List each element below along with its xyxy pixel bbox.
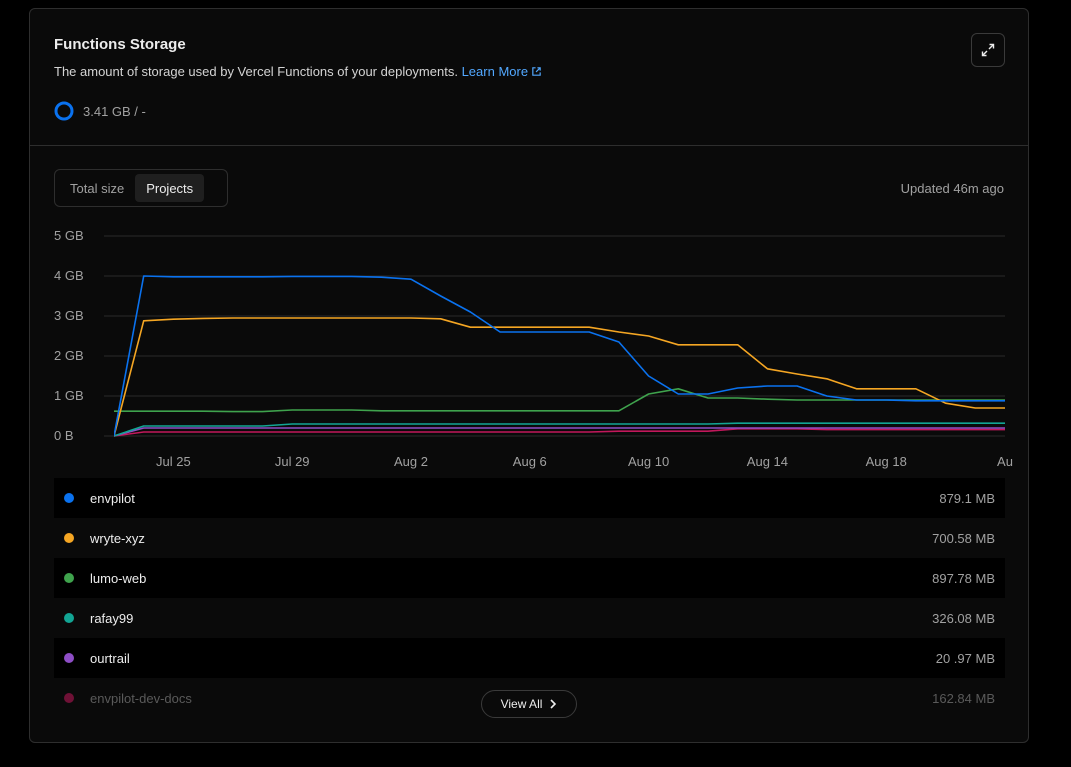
legend-row-wryte-xyz[interactable]: wryte-xyz 700.58 MB — [54, 518, 1005, 558]
x-tick-label: Aug 18 — [866, 454, 907, 469]
legend-row-envpilot[interactable]: envpilot 879.1 MB — [54, 478, 1005, 518]
updated-timestamp: Updated 46m ago — [900, 181, 1004, 196]
expand-button[interactable] — [971, 33, 1005, 67]
y-tick-label: 1 GB — [54, 388, 84, 403]
legend-row-ourtrail[interactable]: ourtrail 20 .97 MB — [54, 638, 1005, 678]
total-size-tab[interactable]: Total size — [70, 180, 125, 196]
series-line-ourtrail[interactable] — [114, 427, 1005, 437]
series-line-rafay99[interactable] — [114, 422, 1005, 437]
y-tick-label: 5 GB — [54, 228, 84, 243]
storage-line-chart: 0 B 1 GB 2 GB 3 GB 4 GB 5 GB Jul 25 Jul 29 Aug 2… — [54, 228, 1013, 469]
learn-more-link[interactable]: Learn More — [462, 64, 542, 79]
view-all-label: View All — [500, 697, 543, 711]
chevron-right-icon — [550, 699, 557, 709]
series-line-envpilot-dev-docs[interactable] — [114, 428, 1005, 437]
project-legend: envpilot 879.1 MB wryte-xyz 700.58 MB lumo-w… — [54, 478, 1005, 718]
usage-text: 3.41 GB / - — [83, 103, 146, 119]
card-description: The amount of storage used by Vercel Fun… — [54, 64, 542, 79]
legend-row-rafay99[interactable]: rafay99 326.08 MB — [54, 598, 1005, 638]
legend-dot-icon — [64, 533, 74, 543]
legend-name: rafay99 — [90, 610, 134, 626]
x-tick-label: Aug 2 — [394, 454, 428, 469]
description-text: The amount of storage used by Vercel Fun… — [54, 64, 458, 79]
legend-name: lumo-web — [90, 570, 147, 586]
external-link-icon — [532, 67, 541, 76]
series-line-wryte-xyz[interactable] — [114, 317, 1005, 437]
expand-icon — [981, 43, 995, 57]
x-tick-label: Aug 6 — [513, 454, 547, 469]
y-tick-label: 0 B — [54, 428, 74, 443]
legend-dot-icon — [64, 653, 74, 663]
legend-row-lumo-web[interactable]: lumo-web 897.78 MB — [54, 558, 1005, 598]
legend-name: envpilot-dev-docs — [90, 690, 192, 706]
functions-storage-card: Functions Storage The amount of storage … — [29, 8, 1029, 743]
learn-more-label: Learn More — [461, 64, 529, 79]
x-tick-label: Aug 10 — [628, 454, 669, 469]
legend-value: 700.58 MB — [932, 530, 995, 546]
series-line-envpilot[interactable] — [114, 275, 1005, 437]
legend-dot-icon — [64, 573, 74, 583]
legend-value: 326.08 MB — [932, 610, 995, 626]
view-toggle: Total size Projects — [54, 169, 228, 207]
legend-name: envpilot — [90, 490, 135, 506]
legend-value: 879.1 MB — [939, 490, 995, 506]
y-tick-label: 3 GB — [54, 308, 84, 323]
legend-dot-icon — [64, 613, 74, 623]
legend-dot-icon — [64, 693, 74, 703]
y-tick-label: 4 GB — [54, 268, 84, 283]
legend-value: 897.78 MB — [932, 570, 995, 586]
view-all-button[interactable]: View All — [481, 690, 577, 718]
x-tick-label: Jul 29 — [275, 454, 310, 469]
legend-name: ourtrail — [90, 650, 130, 666]
legend-value: 162.84 MB — [932, 690, 995, 706]
x-tick-label: Jul 25 — [156, 454, 191, 469]
legend-name: wryte-xyz — [90, 530, 145, 546]
card-title: Functions Storage — [54, 36, 186, 53]
legend-row-envpilot-dev-docs[interactable]: envpilot-dev-docs 162.84 MB — [54, 678, 1005, 718]
x-tick-label: Au — [997, 454, 1013, 469]
usage-ring-icon — [54, 101, 74, 121]
legend-dot-icon — [64, 493, 74, 503]
usage-indicator: 3.41 GB / - — [54, 101, 146, 121]
projects-tab[interactable]: Projects — [135, 174, 205, 202]
x-tick-label: Aug 14 — [747, 454, 788, 469]
legend-value: 20 .97 MB — [935, 650, 995, 666]
card-header: Functions Storage The amount of storage … — [30, 9, 1028, 146]
y-tick-label: 2 GB — [54, 348, 84, 363]
